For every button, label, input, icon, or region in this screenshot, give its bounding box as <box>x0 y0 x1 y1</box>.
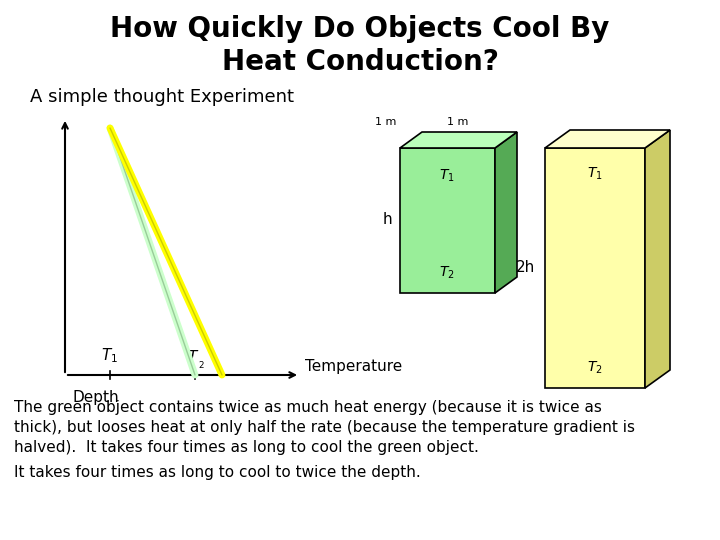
Text: $T_1$: $T_1$ <box>102 346 119 365</box>
Text: 1 m: 1 m <box>374 117 396 127</box>
Text: h: h <box>382 213 392 227</box>
Polygon shape <box>545 130 670 148</box>
Text: $T_1$: $T_1$ <box>587 166 603 183</box>
Text: Temperature: Temperature <box>305 360 402 375</box>
Polygon shape <box>400 148 495 293</box>
Text: 2h: 2h <box>516 260 535 275</box>
Text: Depth: Depth <box>73 390 120 405</box>
Text: $T_2$: $T_2$ <box>439 265 455 281</box>
Text: How Quickly Do Objects Cool By: How Quickly Do Objects Cool By <box>110 15 610 43</box>
Text: The green object contains twice as much heat energy (because it is twice as
thic: The green object contains twice as much … <box>14 400 635 455</box>
Text: It takes four times as long to cool to twice the depth.: It takes four times as long to cool to t… <box>14 465 420 480</box>
Polygon shape <box>645 130 670 388</box>
Text: $T$: $T$ <box>187 349 199 365</box>
Polygon shape <box>495 132 517 293</box>
Text: $T_2$: $T_2$ <box>587 360 603 376</box>
Text: $T_1$: $T_1$ <box>439 168 455 184</box>
Text: 1 m: 1 m <box>447 117 469 127</box>
Polygon shape <box>400 132 517 148</box>
Text: $_2$: $_2$ <box>197 358 204 371</box>
Text: A simple thought Experiment: A simple thought Experiment <box>30 88 294 106</box>
Polygon shape <box>545 148 645 388</box>
Text: Heat Conduction?: Heat Conduction? <box>222 48 498 76</box>
